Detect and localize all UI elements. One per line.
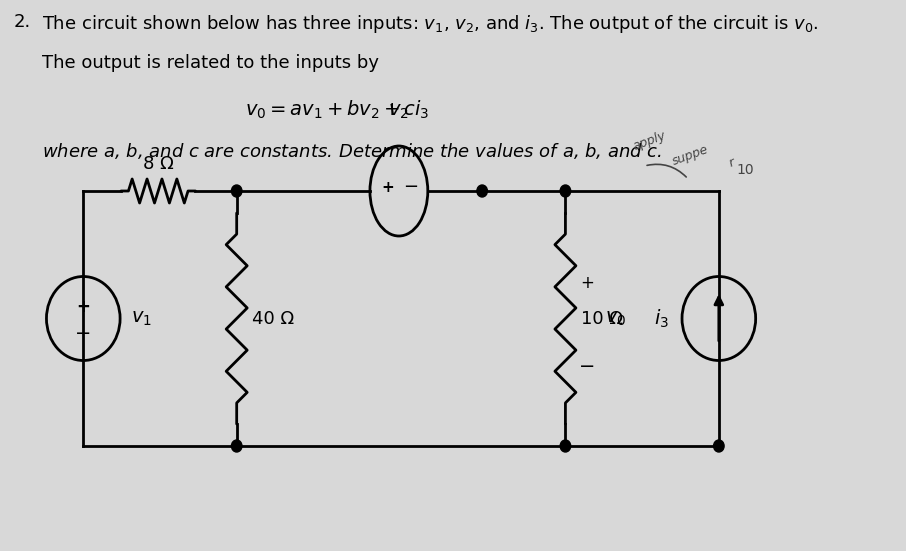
Circle shape — [231, 440, 242, 452]
Circle shape — [46, 277, 120, 360]
Text: +: + — [76, 298, 91, 316]
Text: $v_0$: $v_0$ — [605, 309, 626, 328]
Text: −: − — [402, 178, 418, 196]
Text: 8 Ω: 8 Ω — [143, 155, 174, 173]
Circle shape — [714, 440, 724, 452]
Circle shape — [560, 440, 571, 452]
Text: $v_0 = av_1 + bv_2 + ci_3$: $v_0 = av_1 + bv_2 + ci_3$ — [246, 99, 429, 121]
Text: −: − — [579, 357, 595, 376]
Text: 10: 10 — [737, 163, 754, 177]
Text: +: + — [581, 274, 594, 293]
Text: where $a$, $b$, and $c$ are constants. Determine the values of $a$, $b$, and $c$: where $a$, $b$, and $c$ are constants. D… — [42, 141, 662, 161]
Circle shape — [477, 185, 487, 197]
Text: The output is related to the inputs by: The output is related to the inputs by — [42, 54, 379, 72]
Text: $i_3$: $i_3$ — [654, 307, 669, 329]
Circle shape — [231, 185, 242, 197]
Text: 10 Ω: 10 Ω — [582, 310, 623, 327]
Text: suppe: suppe — [670, 143, 710, 168]
Circle shape — [682, 277, 756, 360]
Text: $v_1$: $v_1$ — [130, 309, 151, 328]
Text: r: r — [728, 156, 737, 170]
Text: $v_2$: $v_2$ — [389, 102, 410, 121]
Text: +: + — [381, 180, 394, 195]
Text: −: − — [75, 324, 92, 343]
Circle shape — [560, 185, 571, 197]
Text: apply: apply — [631, 129, 668, 153]
Text: The circuit shown below has three inputs: $v_1$, $v_2$, and $i_3$. The output of: The circuit shown below has three inputs… — [42, 13, 819, 35]
Text: 2.: 2. — [14, 13, 31, 31]
Ellipse shape — [370, 146, 428, 236]
Text: 40 Ω: 40 Ω — [253, 310, 294, 327]
